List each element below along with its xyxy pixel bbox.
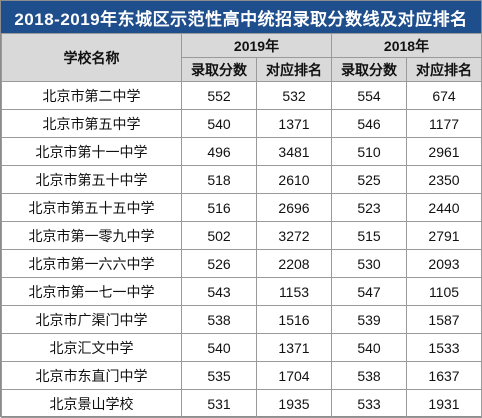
- cell-2019-score: 518: [181, 165, 257, 194]
- cell-2019-score: 552: [181, 81, 257, 110]
- cell-2018-rank: 1177: [406, 109, 482, 138]
- cell-2019-rank: 3481: [256, 137, 332, 166]
- cell-school-name: 北京市第二中学: [1, 81, 182, 110]
- cell-school-name: 北京汇文中学: [1, 333, 182, 362]
- cell-2019-score: 540: [181, 333, 257, 362]
- header-2018-rank: 对应排名: [406, 57, 482, 82]
- cell-2018-score: 539: [331, 305, 407, 334]
- header-row-fields: 录取分数 对应排名 录取分数 对应排名: [2, 57, 482, 82]
- header-school-name: 学校名称: [1, 33, 182, 82]
- cell-2018-rank: 1587: [406, 305, 482, 334]
- cell-2019-score: 496: [181, 137, 257, 166]
- header-2019-rank: 对应排名: [256, 57, 332, 82]
- cell-2018-rank: 674: [406, 81, 482, 110]
- header-row-years: 学校名称 2019年 2018年: [1, 33, 482, 82]
- cell-2018-rank: 1105: [406, 277, 482, 306]
- cell-2018-score: 530: [331, 249, 407, 278]
- cell-2018-rank: 2791: [406, 221, 482, 250]
- table-row: 北京市第二中学 552 532 554 674: [1, 81, 482, 110]
- cell-2018-score: 554: [331, 81, 407, 110]
- cell-2019-rank: 1371: [256, 109, 332, 138]
- cell-2019-score: 526: [181, 249, 257, 278]
- cell-2019-score: 543: [181, 277, 257, 306]
- cell-2019-rank: 3272: [256, 221, 332, 250]
- table-row: 北京市第五中学 540 1371 546 1177: [1, 109, 482, 138]
- cell-2019-rank: 532: [256, 81, 332, 110]
- cell-2019-score: 502: [181, 221, 257, 250]
- cell-2018-rank: 2093: [406, 249, 482, 278]
- table-row: 北京市第十一中学 496 3481 510 2961: [1, 137, 482, 166]
- header-year-2019: 2019年: [181, 33, 332, 58]
- cell-2018-score: 538: [331, 361, 407, 390]
- cell-2018-rank: 1533: [406, 333, 482, 362]
- header-2019-score: 录取分数: [181, 57, 257, 82]
- cell-2018-score: 546: [331, 109, 407, 138]
- cell-2019-rank: 2610: [256, 165, 332, 194]
- cell-school-name: 北京市第五十五中学: [1, 193, 182, 222]
- cell-2019-score: 538: [181, 305, 257, 334]
- table-row: 北京市第五十中学 518 2610 525 2350: [1, 165, 482, 194]
- cell-school-name: 北京市第十一中学: [1, 137, 182, 166]
- table-row: 北京汇文中学 540 1371 540 1533: [1, 333, 482, 362]
- table-row: 北京市第一六六中学 526 2208 530 2093: [1, 249, 482, 278]
- cell-2018-score: 515: [331, 221, 407, 250]
- cell-school-name: 北京市第五中学: [1, 109, 182, 138]
- cell-2018-rank: 1931: [406, 389, 482, 418]
- cell-2018-score: 547: [331, 277, 407, 306]
- cell-2018-score: 533: [331, 389, 407, 418]
- cell-2019-score: 535: [181, 361, 257, 390]
- cell-2019-score: 540: [181, 109, 257, 138]
- table-header: 学校名称 2019年 2018年 录取分数 对应排名 录取分数 对应排名: [1, 33, 482, 82]
- cell-2018-rank: 2961: [406, 137, 482, 166]
- cell-2019-score: 516: [181, 193, 257, 222]
- table-row: 北京市第一零九中学 502 3272 515 2791: [1, 221, 482, 250]
- table-row: 北京市广渠门中学 538 1516 539 1587: [1, 305, 482, 334]
- score-table: 学校名称 2019年 2018年 录取分数 对应排名 录取分数 对应排名 北京市…: [1, 33, 482, 418]
- table-row: 北京市东直门中学 535 1704 538 1637: [1, 361, 482, 390]
- cell-2018-score: 540: [331, 333, 407, 362]
- header-year-2018: 2018年: [331, 33, 482, 58]
- cell-2019-score: 531: [181, 389, 257, 418]
- cell-2018-rank: 2350: [406, 165, 482, 194]
- table-body: 北京市第二中学 552 532 554 674 北京市第五中学 540 1371 546 1177…: [1, 81, 482, 418]
- cell-2018-score: 510: [331, 137, 407, 166]
- cell-school-name: 北京市第一零九中学: [1, 221, 182, 250]
- cell-2019-rank: 2696: [256, 193, 332, 222]
- table-row: 北京市第五十五中学 516 2696 523 2440: [1, 193, 482, 222]
- table-row: 北京景山学校 531 1935 533 1931: [1, 389, 482, 418]
- cell-2018-score: 523: [331, 193, 407, 222]
- cell-2018-rank: 2440: [406, 193, 482, 222]
- cell-school-name: 北京市第一七一中学: [1, 277, 182, 306]
- cell-school-name: 北京市第五十中学: [1, 165, 182, 194]
- cell-school-name: 北京市广渠门中学: [1, 305, 182, 334]
- cell-2019-rank: 1704: [256, 361, 332, 390]
- cell-2019-rank: 1371: [256, 333, 332, 362]
- cell-school-name: 北京市第一六六中学: [1, 249, 182, 278]
- cell-school-name: 北京景山学校: [1, 389, 182, 418]
- cell-2018-rank: 1637: [406, 361, 482, 390]
- cell-2019-rank: 2208: [256, 249, 332, 278]
- cell-2018-score: 525: [331, 165, 407, 194]
- table-title: 2018-2019年东城区示范性高中统招录取分数线及对应排名: [1, 1, 481, 33]
- cell-2019-rank: 1516: [256, 305, 332, 334]
- header-2018-score: 录取分数: [331, 57, 407, 82]
- table-row: 北京市第一七一中学 543 1153 547 1105: [1, 277, 482, 306]
- cell-2019-rank: 1153: [256, 277, 332, 306]
- cell-2019-rank: 1935: [256, 389, 332, 418]
- cell-school-name: 北京市东直门中学: [1, 361, 182, 390]
